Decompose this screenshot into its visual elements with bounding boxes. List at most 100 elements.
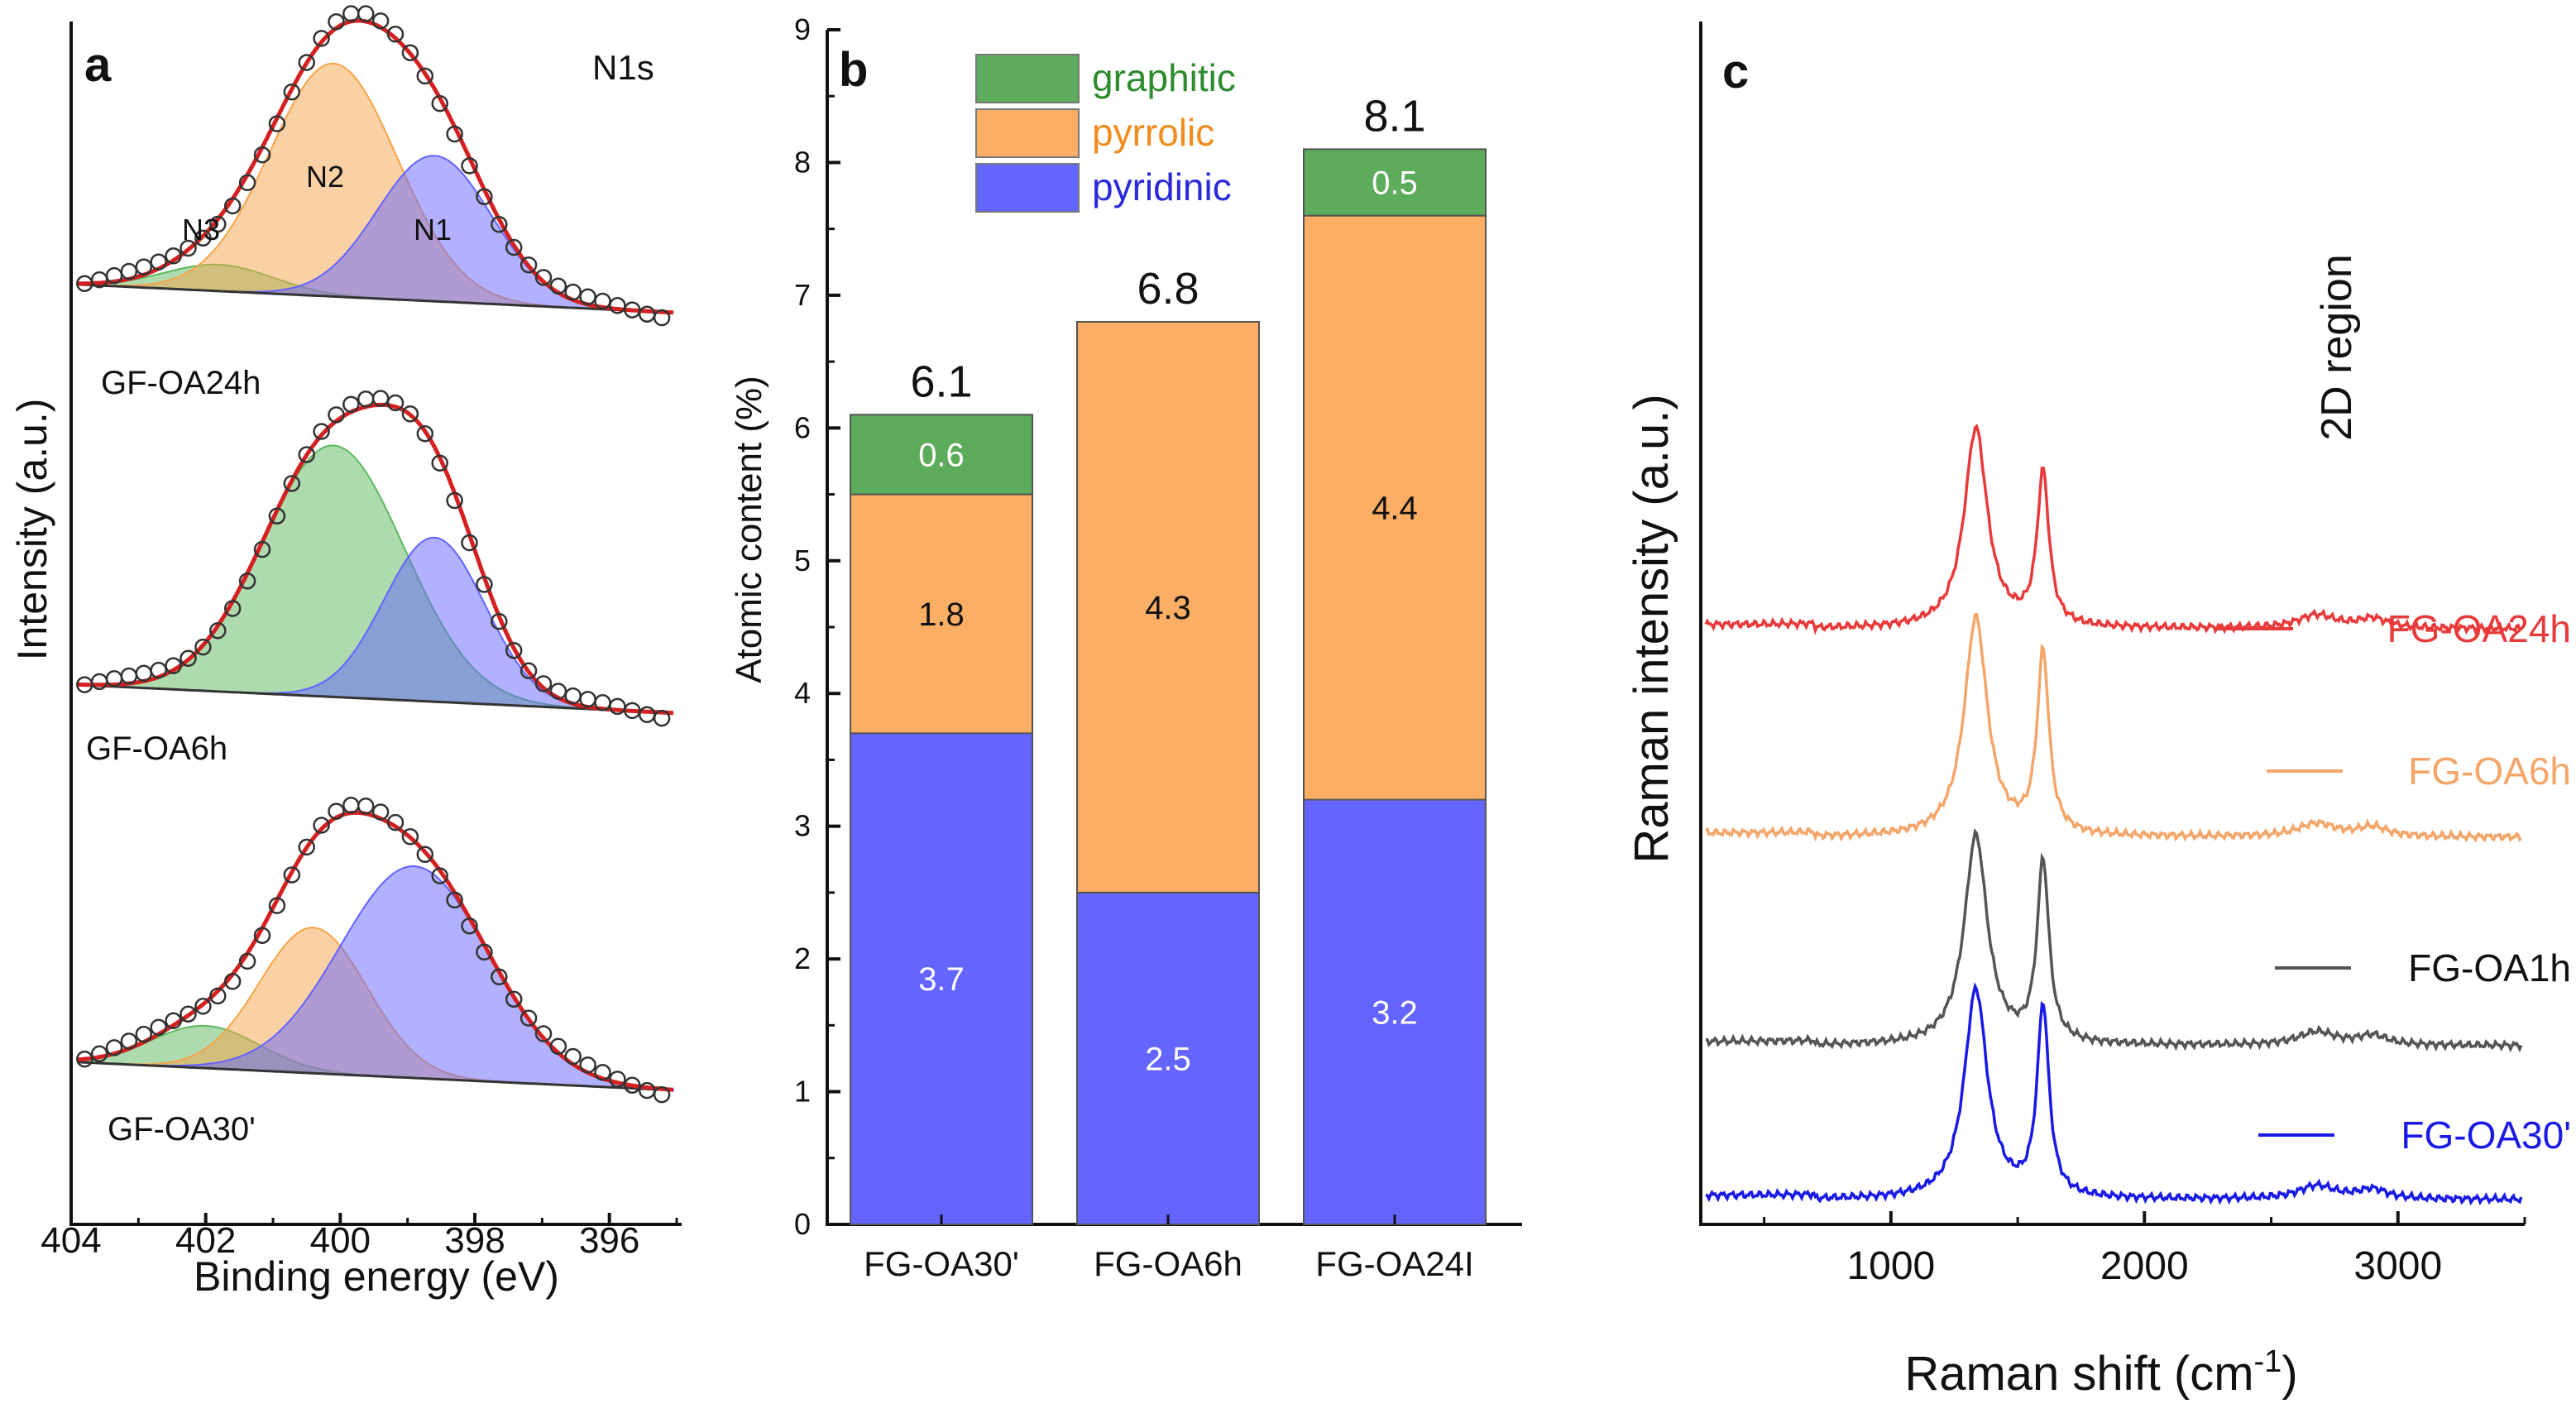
annotation-2d-region: 2D region: [2313, 254, 2361, 440]
label-clip-mask: [1512, 1238, 1537, 1287]
data-point: [120, 667, 138, 685]
data-point: [342, 395, 360, 413]
data-point: [534, 269, 553, 286]
category-label: FG-OA30': [864, 1244, 1019, 1283]
data-point: [534, 675, 553, 692]
data-point: [386, 26, 405, 43]
legend-swatch-pyridinic: [975, 163, 1080, 213]
data-point: [579, 1056, 596, 1074]
data-point: [180, 239, 197, 257]
data-point: [357, 390, 375, 408]
data-point: [401, 405, 419, 423]
raman-spectrum-fg-oa24h: FG-OA24h: [1704, 424, 2571, 650]
data-point: [416, 846, 434, 864]
data-point: [534, 1025, 553, 1042]
panel-a-x-tick-label: 400: [310, 1220, 371, 1261]
data-point: [253, 540, 271, 558]
data-point: [476, 188, 493, 206]
bar-segment-graphitic: [1303, 148, 1487, 217]
data-point: [209, 622, 227, 640]
data-point: [371, 390, 390, 407]
xps-spectrum-gf-oa6h: [76, 390, 674, 727]
data-point: [313, 30, 330, 47]
data-point: [461, 157, 478, 175]
data-point: [491, 612, 508, 630]
panel-c-x-label: Raman shift (cm-1): [1904, 1344, 2297, 1401]
xps-spectrum-gf-oa30: [76, 797, 674, 1104]
bar-value-label: 3.7: [918, 961, 965, 998]
data-point: [120, 1032, 138, 1050]
data-point: [609, 1071, 626, 1088]
data-point: [624, 301, 641, 319]
raman-spectrum-fg-oa1h: FG-OA1h: [1705, 828, 2571, 1053]
panel-c-x-tick-label: 2000: [2100, 1244, 2189, 1288]
data-point: [268, 897, 286, 914]
spectrum-line: [1704, 424, 2521, 635]
bar-segment-pyridinic: [1303, 798, 1487, 1225]
data-point: [194, 998, 212, 1015]
xps-spectrum-gf-oa24h: [76, 5, 674, 327]
bar-value-label: 3.2: [1372, 994, 1418, 1031]
data-point: [283, 866, 301, 884]
data-point: [194, 229, 212, 247]
data-point: [564, 283, 582, 301]
data-point: [520, 662, 538, 680]
data-point: [135, 258, 153, 275]
data-point: [564, 687, 582, 705]
data-point: [505, 990, 523, 1008]
panel-b-y-tick-label: 8: [794, 145, 811, 179]
bar-segment-pyrrolic: [850, 493, 1033, 735]
data-point: [313, 817, 330, 834]
panel-a-x-tick-label: 398: [444, 1220, 505, 1261]
panel-a-title: N1s: [592, 48, 654, 87]
background-line: [78, 1061, 673, 1092]
panel-c-x-tick-label: 1000: [1846, 1244, 1935, 1288]
data-point: [238, 952, 256, 970]
data-point: [579, 288, 596, 305]
panel-a: a N1s 404 402 400 398 396 Binding energy (eV…: [9, 5, 682, 1300]
panel-b-y-tick-label: 9: [794, 12, 811, 46]
data-point: [135, 664, 153, 683]
data-point: [431, 454, 448, 472]
panel-b-x-tick-labels: FG-OA30' FG-OA6h FG-OA24I: [864, 1238, 1537, 1287]
legend-label-pyridinic: pyridinic: [1092, 165, 1232, 208]
sample-label-gf-oa24h: GF-OA24h: [101, 365, 261, 401]
data-point: [476, 576, 493, 593]
data-point: [505, 641, 523, 659]
peak-label-n3: N3: [182, 213, 220, 247]
bar-total-label: 6.1: [910, 357, 972, 406]
peak-label-n2: N2: [306, 160, 344, 194]
spectrum-line: [1705, 828, 2523, 1053]
data-point: [223, 973, 242, 990]
data-point: [105, 1039, 123, 1056]
data-point: [283, 83, 301, 101]
data-point: [253, 146, 271, 164]
data-point: [461, 534, 478, 552]
data-point: [594, 292, 611, 310]
data-point: [653, 1085, 671, 1104]
data-point: [165, 247, 182, 265]
data-point: [386, 394, 405, 412]
data-point: [165, 657, 182, 674]
bar-value-label: 2.5: [1145, 1041, 1191, 1077]
data-point: [180, 649, 197, 668]
data-point: [194, 638, 212, 656]
data-point: [624, 1076, 641, 1094]
data-point: [357, 797, 375, 815]
panel-c: c 1000 2000 3000 FG-OA24h FG-OA6h FG-OA1h FG-…: [1625, 22, 2571, 1401]
data-point: [371, 803, 390, 821]
panel-a-letter: a: [84, 38, 112, 92]
data-point: [268, 507, 286, 525]
data-point: [476, 943, 493, 961]
data-point: [431, 94, 448, 113]
bar-segment-pyrrolic: [1076, 320, 1260, 893]
data-point: [298, 838, 315, 856]
data-point: [328, 406, 345, 424]
legend-label-fg-oa24h: FG-OA24h: [2387, 607, 2571, 650]
data-point: [609, 297, 626, 314]
data-point: [135, 1025, 153, 1043]
data-point: [238, 572, 256, 590]
data-point: [209, 215, 227, 233]
panel-b-y-tick-label: 5: [794, 544, 811, 577]
